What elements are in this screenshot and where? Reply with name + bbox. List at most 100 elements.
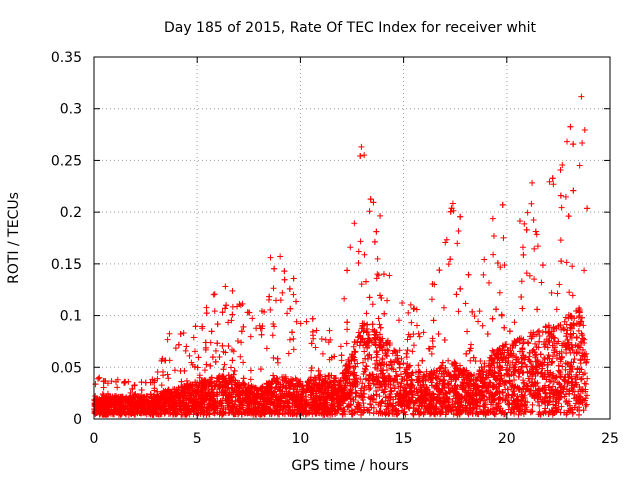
data-point bbox=[210, 291, 217, 298]
data-point bbox=[447, 256, 454, 263]
data-point bbox=[564, 371, 571, 378]
data-point bbox=[473, 376, 480, 383]
data-point bbox=[511, 339, 518, 346]
data-point bbox=[373, 391, 380, 398]
data-point bbox=[238, 339, 245, 346]
data-point bbox=[413, 386, 420, 393]
data-point bbox=[466, 392, 473, 399]
data-point bbox=[396, 347, 403, 354]
data-point bbox=[191, 348, 198, 355]
data-point bbox=[211, 291, 218, 298]
data-point bbox=[499, 408, 506, 415]
data-point bbox=[448, 408, 455, 415]
data-point bbox=[545, 337, 552, 344]
data-point bbox=[578, 330, 585, 337]
data-point bbox=[523, 270, 530, 277]
data-point bbox=[416, 333, 423, 340]
data-point bbox=[179, 393, 186, 400]
data-point bbox=[466, 400, 473, 407]
data-point bbox=[186, 352, 193, 359]
data-point bbox=[395, 383, 402, 390]
data-point bbox=[182, 347, 189, 354]
data-point bbox=[545, 322, 552, 329]
data-point bbox=[536, 327, 543, 334]
data-point bbox=[341, 295, 348, 302]
data-point bbox=[561, 377, 568, 384]
data-point bbox=[558, 403, 565, 410]
data-point bbox=[361, 348, 368, 355]
data-point bbox=[548, 289, 555, 296]
data-point bbox=[318, 336, 325, 343]
data-point bbox=[376, 393, 383, 400]
data-point bbox=[541, 343, 548, 350]
data-point bbox=[529, 179, 536, 186]
data-point bbox=[480, 271, 487, 278]
data-point bbox=[559, 363, 566, 370]
data-point bbox=[496, 394, 503, 401]
data-point bbox=[351, 363, 358, 370]
data-point bbox=[166, 357, 173, 364]
data-point bbox=[369, 321, 376, 328]
data-point bbox=[373, 354, 380, 361]
data-point bbox=[579, 314, 585, 321]
data-point bbox=[555, 362, 562, 369]
data-point bbox=[347, 402, 354, 409]
data-point bbox=[415, 362, 422, 369]
data-point bbox=[354, 360, 361, 367]
data-point bbox=[297, 396, 304, 403]
data-point bbox=[361, 251, 368, 258]
data-point bbox=[576, 392, 583, 399]
data-point bbox=[344, 326, 351, 333]
data-point bbox=[549, 353, 556, 360]
data-point bbox=[92, 393, 99, 400]
data-point bbox=[563, 333, 570, 340]
data-point bbox=[208, 374, 215, 381]
data-point bbox=[534, 243, 541, 250]
data-point bbox=[258, 308, 265, 315]
data-point bbox=[534, 306, 541, 313]
data-point bbox=[548, 377, 555, 384]
data-point bbox=[114, 384, 121, 391]
data-point bbox=[532, 352, 539, 359]
data-point bbox=[225, 319, 232, 326]
data-point bbox=[373, 348, 380, 355]
data-point bbox=[114, 376, 121, 383]
data-point bbox=[351, 220, 358, 227]
data-point bbox=[266, 293, 273, 300]
data-point bbox=[569, 263, 576, 270]
data-point bbox=[571, 356, 578, 363]
data-point bbox=[519, 345, 526, 352]
data-point bbox=[361, 320, 368, 327]
data-point bbox=[410, 305, 417, 312]
data-point bbox=[536, 333, 543, 340]
data-point bbox=[180, 330, 187, 337]
data-point bbox=[311, 374, 318, 381]
data-point bbox=[267, 306, 274, 313]
data-point bbox=[223, 302, 230, 309]
data-point bbox=[151, 387, 158, 394]
data-point bbox=[554, 290, 561, 297]
data-point bbox=[411, 305, 418, 312]
data-point bbox=[483, 388, 490, 395]
data-point bbox=[520, 379, 527, 386]
data-point bbox=[457, 213, 464, 220]
data-point bbox=[479, 322, 486, 329]
data-point bbox=[501, 324, 508, 331]
data-point bbox=[350, 343, 357, 350]
data-point bbox=[175, 341, 182, 348]
data-point bbox=[382, 394, 389, 401]
data-point bbox=[532, 340, 539, 347]
data-point bbox=[238, 328, 245, 335]
data-point bbox=[138, 379, 145, 386]
data-point bbox=[527, 329, 534, 336]
data-point bbox=[541, 359, 548, 366]
data-point bbox=[220, 366, 227, 373]
data-point bbox=[458, 401, 465, 408]
data-point bbox=[158, 396, 165, 403]
data-point bbox=[525, 340, 532, 347]
data-point bbox=[147, 391, 154, 398]
data-point bbox=[435, 330, 442, 337]
data-point bbox=[358, 281, 365, 288]
data-point bbox=[242, 384, 249, 391]
data-point bbox=[363, 310, 370, 317]
